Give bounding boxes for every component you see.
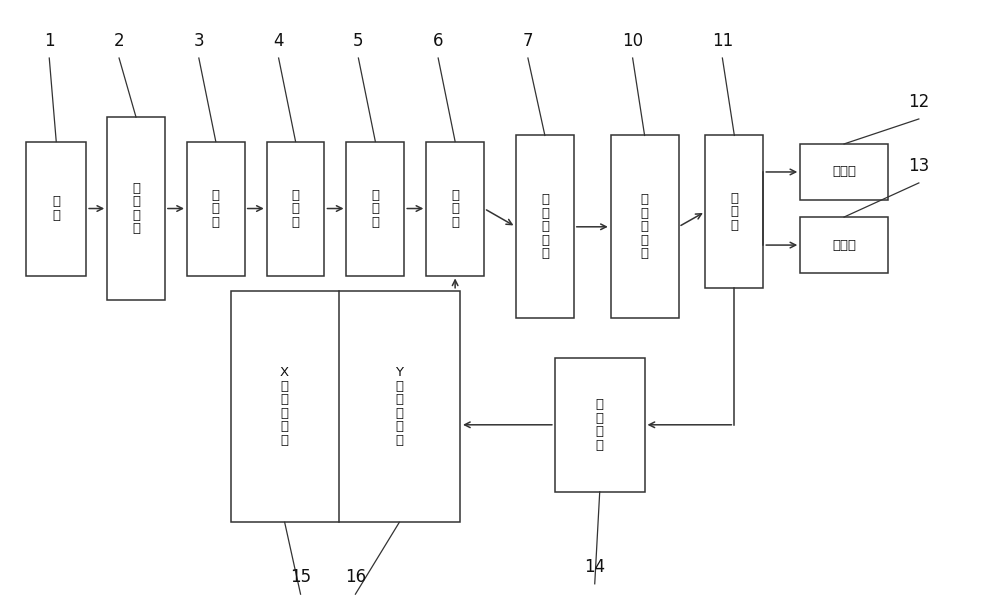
Text: 滤
光
片: 滤 光 片 [212,188,220,228]
Text: 5: 5 [353,32,364,50]
Bar [705,135,763,288]
Text: 11: 11 [712,32,733,50]
Text: 光
纤
束: 光 纤 束 [292,188,300,228]
Text: 16: 16 [345,568,366,586]
Text: X
轴
驱
动
装
置: X 轴 驱 动 装 置 [280,366,289,447]
Text: 10: 10 [622,32,643,50]
Bar [346,141,404,275]
Bar [611,135,679,318]
Text: 3: 3 [194,32,204,50]
Text: 光
源: 光 源 [52,195,60,222]
Text: 2: 2 [114,32,124,50]
Text: 信
号
处
理
器: 信 号 处 理 器 [641,193,649,260]
Text: 13: 13 [908,157,929,175]
Text: 6: 6 [433,32,443,50]
Bar [555,358,645,492]
Bar [426,141,484,275]
Bar [516,135,574,318]
Bar [800,144,888,200]
Bar [26,141,86,275]
Text: 15: 15 [290,568,311,586]
Text: 4: 4 [273,32,284,50]
Text: 微
孔
板: 微 孔 板 [451,188,459,228]
Text: 隔
热
玻
璃: 隔 热 玻 璃 [132,182,140,235]
Text: 12: 12 [908,93,929,111]
Text: 显示器: 显示器 [832,165,856,179]
Bar [107,117,165,300]
Text: 微
电
脑: 微 电 脑 [730,192,738,231]
Bar [231,291,460,522]
Bar [800,217,888,273]
Text: 光
电
检
测
器: 光 电 检 测 器 [541,193,549,260]
Bar [267,141,324,275]
Text: 控
制
电
路: 控 制 电 路 [596,398,604,452]
Text: 聚
光
栅: 聚 光 栅 [371,188,379,228]
Text: 1: 1 [44,32,55,50]
Text: 7: 7 [523,32,533,50]
Text: 14: 14 [584,558,605,576]
Bar [187,141,245,275]
Text: Y
轴
驱
动
装
置: Y 轴 驱 动 装 置 [395,366,403,447]
Text: 打印机: 打印机 [832,239,856,252]
